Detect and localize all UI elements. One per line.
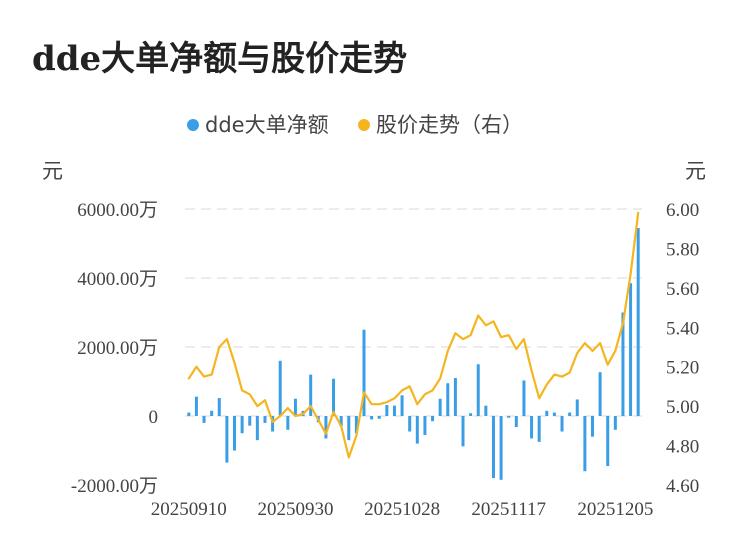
left-y-tick-label: 2000.00万 [77,338,158,359]
dde-bar [332,378,336,416]
dde-bar [347,416,351,441]
legend-marker-dde [187,119,199,131]
dde-bar [293,398,297,416]
x-axis-ticks: 20250910 20250930 20251028 20251117 20251205 [151,499,654,520]
dde-bar [461,416,465,447]
gridlines [185,208,642,417]
dde-bar [621,312,625,416]
dde-bar [583,416,587,472]
dde-bar [278,360,282,416]
right-y-tick-label: 4.60 [666,476,699,497]
dde-bar [613,416,617,430]
dde-bar [248,416,252,426]
dde-bar [225,416,229,463]
x-tick-label: 20251205 [577,499,653,520]
dde-bar [469,413,473,416]
dde-bar [408,416,412,432]
dde-bar [476,364,480,416]
x-tick-label: 20250910 [151,499,227,520]
x-tick-label: 20251028 [364,499,440,520]
left-axis-unit: 元 [42,159,63,183]
x-tick-label: 20251117 [471,499,546,520]
dde-bar [530,416,534,439]
dde-bar [568,412,572,416]
dde-bar [286,416,290,430]
right-y-tick-label: 5.80 [666,239,699,260]
dde-bar [629,283,633,416]
dde-bar [522,380,526,416]
dde-bar [309,374,313,416]
legend[interactable]: dde大单净额 股价走势（右） [187,113,523,137]
dde-bar [240,416,244,434]
dde-bar [324,416,328,439]
right-y-tick-label: 6.00 [666,200,699,221]
dde-bar [552,412,556,416]
dde-bar [507,416,511,418]
dde-bar [499,416,503,480]
right-y-tick-label: 5.60 [666,279,699,300]
left-y-tick-label: 0 [149,407,159,428]
legend-marker-price [358,119,370,131]
right-y-tick-label: 5.40 [666,318,699,339]
dde-bars [187,227,640,480]
legend-label-dde[interactable]: dde大单净额 [205,113,329,137]
dde-bar [575,399,579,416]
dde-bar [255,416,259,441]
dde-bar [210,410,214,416]
right-y-axis-ticks: 4.60 4.80 5.00 5.20 5.40 5.60 5.80 6.00 [666,200,699,497]
dde-bar [484,405,488,416]
dde-bar [362,329,366,416]
price-line-layer [187,211,640,459]
left-y-tick-label: 4000.00万 [77,269,158,290]
dde-bar [377,416,381,419]
dde-bar [431,416,435,422]
right-y-tick-label: 4.80 [666,437,699,458]
dde-bar [385,404,389,416]
legend-label-price[interactable]: 股价走势（右） [376,113,523,137]
dde-bar [194,396,198,416]
dde-bar [423,416,427,435]
dde-bar [217,398,221,416]
dde-bar [271,416,275,432]
dde-bar [233,416,237,451]
left-y-tick-label: 6000.00万 [77,200,158,221]
chart-title: dde大单净额与股价走势 [32,39,407,79]
right-y-tick-label: 5.20 [666,358,699,379]
dde-bar [537,416,541,442]
dde-bar [491,416,495,479]
dde-bar [354,416,358,434]
dde-bar [339,416,343,427]
price-line [187,211,640,459]
dde-bar [370,416,374,420]
left-y-axis-ticks: -2000.00万 0 2000.00万 4000.00万 6000.00万 [71,200,158,497]
dde-bar [590,416,594,437]
dde-bar [415,416,419,444]
dde-bar [545,410,549,416]
dde-bar [438,398,442,416]
dde-bar [514,416,518,428]
left-y-tick-label: -2000.00万 [71,476,158,497]
dde-bar [202,416,206,423]
dde-bar [560,416,564,432]
x-tick-label: 20250930 [257,499,333,520]
right-y-tick-label: 5.00 [666,397,699,418]
dde-bar [187,412,191,416]
dde-bar [606,416,610,467]
dde-bar [263,416,267,423]
dde-bar [392,405,396,416]
dde-bar [400,395,404,416]
dde-bar [636,227,640,416]
dde-bar [453,378,457,416]
dde-bar [598,372,602,416]
dde-bar [446,383,450,416]
right-axis-unit: 元 [685,159,706,183]
